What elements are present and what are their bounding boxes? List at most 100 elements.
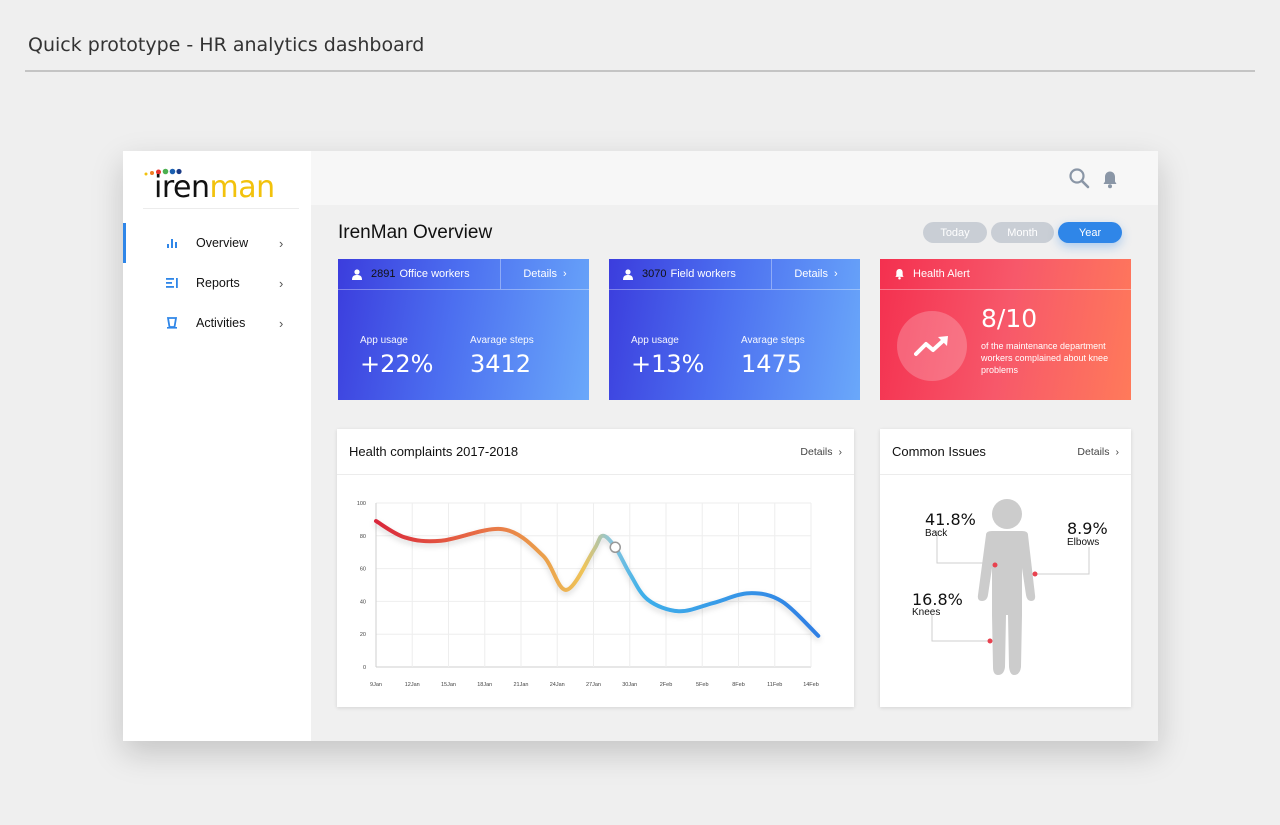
x-tick-label: 14Feb: [803, 682, 819, 688]
chart-hover-marker[interactable]: [609, 541, 621, 554]
sidebar: irenman Overview › Reports ›: [123, 151, 311, 741]
chevron-right-icon: ›: [562, 268, 567, 280]
card-header: 3070 Field workers Details ›: [609, 259, 860, 290]
complaints-series-line: [374, 519, 821, 638]
range-year-button[interactable]: Year: [1058, 222, 1122, 243]
x-tick-label: 18Jan: [477, 682, 492, 688]
worker-count: 2891: [371, 268, 396, 280]
alert-description: of the maintenance department workers co…: [981, 341, 1109, 375]
x-tick-label: 21Jan: [514, 682, 529, 688]
chevron-right-icon: ›: [833, 268, 838, 280]
y-tick-label: 100: [357, 501, 366, 507]
alert-value: 8/10: [981, 304, 1038, 333]
sidebar-item-overview[interactable]: Overview ›: [123, 223, 311, 263]
card-title: 3070 Field workers: [609, 259, 771, 289]
x-tick-label: 24Jan: [550, 682, 565, 688]
average-steps-stat: Avarage steps 3412: [470, 335, 534, 378]
activity-icon: [165, 316, 179, 330]
x-tick-label: 15Jan: [441, 682, 456, 688]
elbows-percentage: 8.9%: [1067, 519, 1108, 538]
knees-label: Knees: [912, 607, 941, 618]
y-tick-label: 80: [360, 534, 366, 540]
knees-percentage: 16.8%: [912, 590, 963, 609]
elbow-point-marker: [1032, 571, 1038, 577]
health-complaints-panel: Health complaints 2017-2018 Details ›: [337, 429, 854, 707]
sidebar-item-label: Reports: [196, 276, 240, 290]
chevron-right-icon: ›: [838, 445, 843, 458]
worker-type-label: Field workers: [670, 268, 736, 280]
sidebar-item-reports[interactable]: Reports ›: [123, 263, 311, 303]
range-today-button[interactable]: Today: [923, 222, 987, 243]
dashboard-window: irenman Overview › Reports ›: [123, 151, 1158, 741]
trending-up-icon: [914, 336, 948, 356]
x-tick-label: 30Jan: [622, 682, 637, 688]
health-alert-card[interactable]: Health Alert 8/10 of the maintenance dep…: [880, 259, 1131, 400]
x-tick-label: 27Jan: [586, 682, 601, 688]
card-header: 2891 Office workers Details ›: [338, 259, 589, 290]
x-tick-label: 12Jan: [405, 682, 420, 688]
page-heading: Quick prototype - HR analytics dashboard: [28, 34, 425, 56]
back-point-marker: [992, 562, 998, 568]
chevron-right-icon: ›: [279, 275, 284, 291]
search-icon[interactable]: [1068, 167, 1090, 189]
field-details-link[interactable]: Details ›: [771, 259, 860, 289]
back-label: Back: [925, 528, 948, 539]
x-tick-label: 8Feb: [732, 682, 745, 688]
card-title: 2891 Office workers: [338, 259, 500, 289]
x-tick-label: 9Jan: [370, 682, 382, 688]
list-icon: [165, 276, 179, 290]
page-divider: [25, 70, 1255, 72]
complaints-line-chart: 0 20 40 60 80 100 9Jan 12Jan 15Jan 18Jan 21Jan 24J…: [357, 501, 821, 688]
logo-wordmark: irenman: [154, 170, 275, 205]
x-tick-label: 11Feb: [767, 682, 782, 688]
user-icon: [352, 268, 362, 280]
bell-icon[interactable]: [1102, 170, 1118, 189]
card-title: Health Alert: [880, 259, 1131, 289]
field-workers-card: 3070 Field workers Details › App usage +…: [609, 259, 860, 400]
common-issues-panel: Common Issues Details › 41.8% Back 8.9% E…: [880, 429, 1131, 707]
top-bar: [311, 151, 1158, 205]
back-percentage: 41.8%: [925, 510, 976, 529]
chart-grid: [375, 502, 812, 668]
body-figure-icon: [931, 499, 1090, 675]
office-details-link[interactable]: Details ›: [500, 259, 589, 289]
y-tick-label: 60: [360, 567, 366, 573]
knee-point-marker: [987, 638, 993, 644]
app-usage-stat: App usage +22%: [360, 335, 434, 378]
worker-count: 3070: [642, 268, 667, 280]
panel-header: Common Issues Details ›: [880, 429, 1131, 475]
issues-details-link[interactable]: Details ›: [1077, 445, 1120, 458]
card-header: Health Alert: [880, 259, 1131, 290]
y-tick-label: 40: [360, 599, 366, 605]
x-axis: 9Jan 12Jan 15Jan 18Jan 21Jan 24Jan 27Jan 30Jan 2…: [370, 682, 819, 688]
worker-type-label: Office workers: [399, 268, 470, 280]
panel-title: Health complaints 2017-2018: [349, 444, 519, 459]
sidebar-item-activities[interactable]: Activities ›: [123, 303, 311, 343]
y-axis: 0 20 40 60 80 100: [357, 501, 366, 671]
range-month-button[interactable]: Month: [991, 222, 1054, 243]
sidebar-item-label: Overview: [196, 236, 249, 250]
chevron-right-icon: ›: [1115, 445, 1120, 458]
trending-up-badge: [897, 311, 967, 381]
sidebar-item-label: Activities: [196, 316, 246, 330]
user-icon: [623, 268, 633, 280]
chevron-right-icon: ›: [279, 315, 284, 331]
panel-header: Health complaints 2017-2018 Details ›: [337, 429, 854, 475]
logo[interactable]: irenman: [143, 167, 283, 207]
complaints-details-link[interactable]: Details ›: [800, 445, 843, 458]
bar-chart-icon: [165, 236, 179, 250]
logo-dots-icon: [144, 168, 182, 176]
x-tick-label: 5Feb: [696, 682, 709, 688]
chevron-right-icon: ›: [279, 235, 284, 251]
bell-icon: [895, 268, 904, 280]
office-workers-card: 2891 Office workers Details › App usage …: [338, 259, 589, 400]
sidebar-divider: [143, 208, 299, 209]
panel-title: Common Issues: [892, 444, 986, 459]
alert-label: Health Alert: [913, 268, 970, 280]
y-tick-label: 20: [360, 632, 366, 638]
sidebar-nav: Overview › Reports › Activities ›: [123, 223, 311, 343]
elbows-label: Elbows: [1067, 537, 1100, 548]
app-usage-stat: App usage +13%: [631, 335, 705, 378]
page-title: IrenMan Overview: [338, 222, 493, 243]
average-steps-stat: Avarage steps 1475: [741, 335, 805, 378]
